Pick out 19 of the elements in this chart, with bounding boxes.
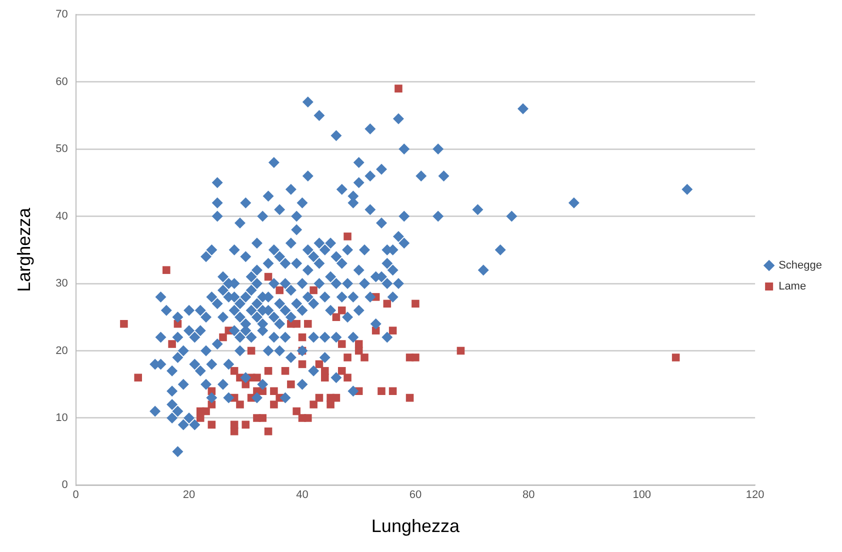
x-tick-label: 0 xyxy=(72,488,79,501)
y-tick-label: 50 xyxy=(56,143,68,156)
y-tick-label: 70 xyxy=(56,8,68,21)
y-tick-label: 60 xyxy=(56,76,68,88)
x-axis-title: Lunghezza xyxy=(371,516,460,536)
x-tick-label: 20 xyxy=(182,488,196,501)
y-axis-title: Larghezza xyxy=(14,206,34,292)
x-tick-label: 100 xyxy=(632,488,652,501)
x-tick-label: 60 xyxy=(409,488,422,501)
legend-label: Lame xyxy=(778,280,806,293)
y-tick-label: 0 xyxy=(62,479,68,492)
y-tick-label: 30 xyxy=(56,278,68,290)
legend-label: Schegge xyxy=(778,260,822,272)
y-tick-label: 40 xyxy=(56,210,68,222)
y-tick-label: 10 xyxy=(56,412,68,424)
x-tick-label: 80 xyxy=(522,488,535,501)
y-tick-label: 20 xyxy=(56,344,68,357)
x-tick-label: 120 xyxy=(746,488,764,501)
x-tick-label: 40 xyxy=(296,488,308,501)
